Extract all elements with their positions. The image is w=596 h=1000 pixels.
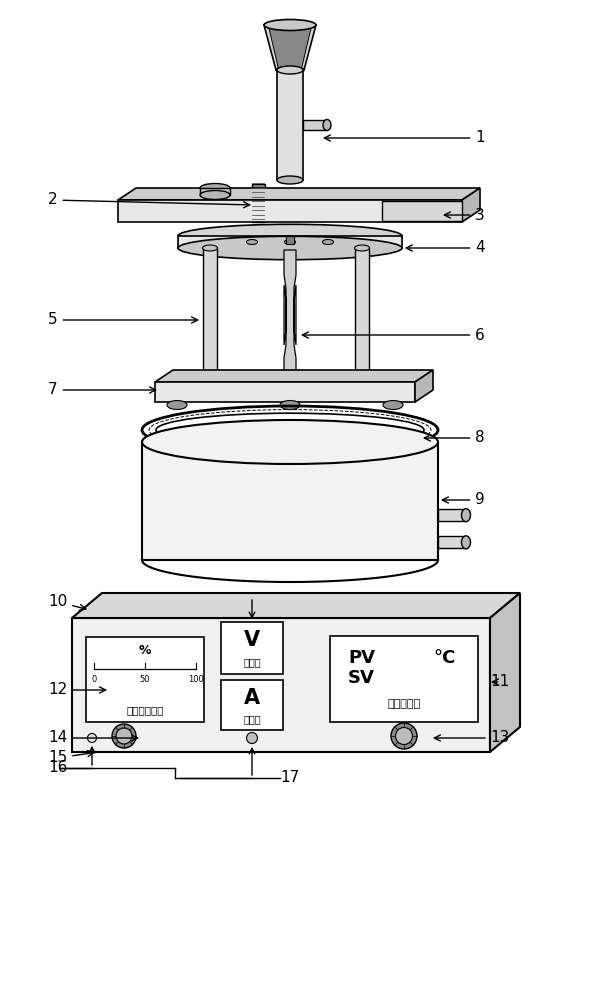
Ellipse shape [167,400,187,410]
Ellipse shape [264,19,316,30]
Text: 7: 7 [48,382,156,397]
Ellipse shape [277,66,303,74]
Ellipse shape [280,400,300,410]
Polygon shape [415,370,433,402]
Text: V: V [244,630,260,650]
Polygon shape [178,236,402,248]
Bar [86,637,204,722]
Polygon shape [284,250,296,380]
Bar [252,184,265,222]
Bar [330,636,478,722]
Bar [221,622,283,674]
Ellipse shape [247,732,257,744]
Ellipse shape [247,239,257,244]
Text: 15: 15 [48,750,94,766]
Ellipse shape [203,379,218,385]
Polygon shape [277,70,303,180]
Text: 16: 16 [48,760,67,776]
Text: 5: 5 [48,312,198,328]
Ellipse shape [383,400,403,410]
Text: A: A [244,688,260,708]
Polygon shape [118,188,480,200]
Text: 14: 14 [48,730,138,746]
Ellipse shape [391,723,417,749]
Polygon shape [72,593,520,618]
Text: 电压表: 电压表 [243,658,261,668]
Ellipse shape [112,724,136,748]
Text: 17: 17 [280,770,299,786]
Ellipse shape [461,536,470,549]
Ellipse shape [396,728,412,744]
Polygon shape [268,24,312,71]
Text: 1: 1 [324,130,485,145]
Text: 8: 8 [424,430,485,446]
Ellipse shape [200,184,230,192]
Ellipse shape [178,224,402,248]
Text: 电流表: 电流表 [243,714,261,724]
Text: °C: °C [434,649,456,667]
Polygon shape [490,593,520,752]
Ellipse shape [277,176,303,184]
Text: 12: 12 [48,682,105,698]
Ellipse shape [142,420,438,464]
Ellipse shape [178,236,402,260]
Text: 50: 50 [139,675,150,684]
Ellipse shape [284,239,296,244]
Bar [221,680,283,730]
Text: 0: 0 [91,675,97,684]
Ellipse shape [323,119,331,130]
Text: 6: 6 [302,328,485,342]
Text: 100: 100 [188,675,204,684]
Text: %: % [139,645,151,658]
Text: 13: 13 [434,730,510,746]
Polygon shape [155,370,433,382]
Text: 3: 3 [445,208,485,223]
Text: PV: PV [348,649,375,667]
Ellipse shape [461,509,470,522]
Ellipse shape [322,239,334,244]
Text: 11: 11 [491,674,510,690]
Ellipse shape [200,190,230,200]
Polygon shape [264,25,316,70]
Polygon shape [355,248,369,382]
Ellipse shape [116,728,132,744]
Text: 4: 4 [406,240,485,255]
Polygon shape [438,536,466,548]
Polygon shape [438,509,466,521]
Polygon shape [462,188,480,222]
Ellipse shape [355,245,370,251]
Polygon shape [142,442,438,560]
Text: SV: SV [348,669,375,687]
Text: 温度控制器: 温度控制器 [387,699,421,709]
Ellipse shape [276,66,304,74]
Bar [382,201,462,221]
Text: 可控硬触发器: 可控硬触发器 [126,705,164,715]
Polygon shape [200,188,230,195]
Polygon shape [303,120,327,130]
Polygon shape [286,236,294,244]
Polygon shape [203,248,217,382]
Polygon shape [118,200,462,222]
Polygon shape [155,382,415,402]
Text: 10: 10 [48,594,86,610]
Ellipse shape [355,379,370,385]
Ellipse shape [88,734,97,742]
Ellipse shape [203,245,218,251]
Text: 2: 2 [48,192,250,208]
Text: 9: 9 [442,492,485,508]
Bar [72,618,490,752]
